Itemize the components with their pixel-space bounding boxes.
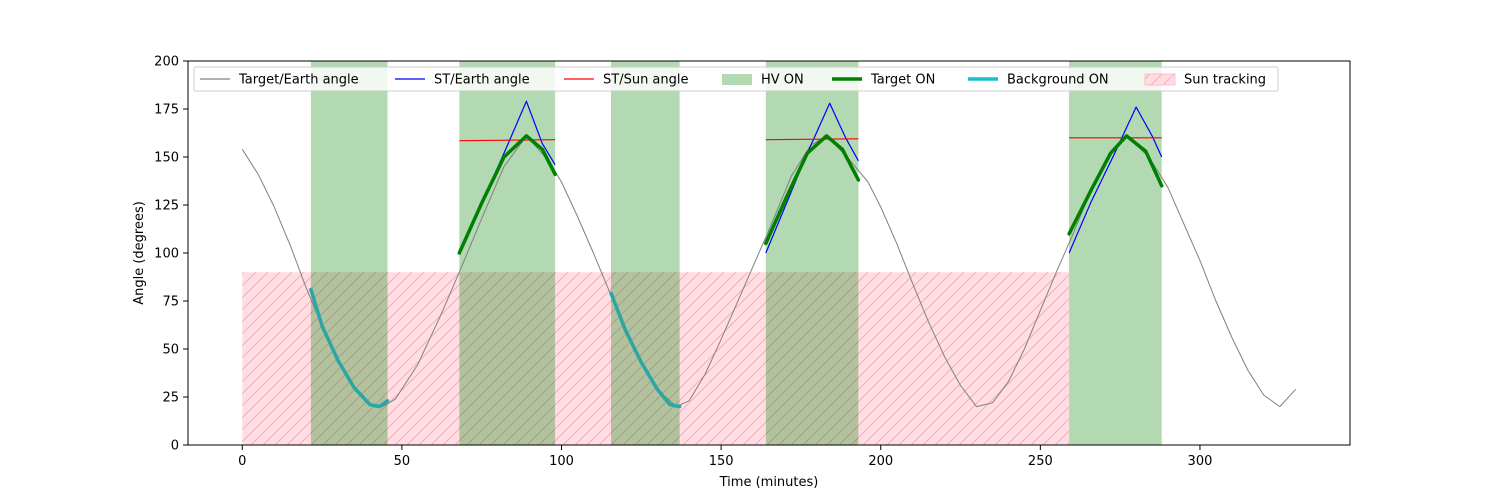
hv-on-band [765, 61, 859, 445]
y-tick-label: 50 [162, 343, 179, 358]
sun-tracking-region [242, 272, 1070, 445]
legend-label: HV ON [761, 73, 804, 88]
target-on-line [1067, 134, 1164, 236]
x-tick-label: 200 [868, 454, 893, 469]
y-tick-label: 125 [154, 199, 179, 214]
y-tick-label: 100 [154, 247, 179, 262]
legend-label: ST/Earth angle [434, 73, 530, 88]
y-tick-label: 25 [162, 391, 179, 406]
target-on-line [764, 134, 861, 246]
x-tick-label: 250 [1028, 454, 1053, 469]
plot-area [241, 61, 1297, 445]
y-tick-label: 150 [154, 151, 179, 166]
legend-swatch [1144, 73, 1176, 86]
axes: 0 50 100 150 200 250 300 0 25 50 75 100 125 150 175 200 [154, 55, 1212, 470]
legend-label: ST/Sun angle [603, 73, 689, 88]
x-tick-label: 100 [549, 454, 574, 469]
hv-on-band [459, 61, 556, 445]
legend-label: Target ON [870, 73, 935, 88]
x-tick-label: 0 [238, 454, 246, 469]
target-on-line [457, 134, 557, 255]
y-tick-label: 175 [154, 103, 179, 118]
hv-on-band [610, 61, 680, 445]
background-on-line [609, 291, 682, 409]
background-on-line [309, 287, 390, 409]
st-earth-line [765, 102, 859, 254]
y-axis-label: Angle (degrees) [132, 201, 147, 305]
legend: Target/Earth angle ST/Earth angle ST/Sun a… [193, 66, 1279, 92]
x-tick-label: 50 [394, 454, 411, 469]
x-tick-label: 300 [1188, 454, 1213, 469]
y-tick-label: 0 [171, 439, 179, 454]
y-tick-label: 200 [154, 55, 179, 70]
legend-label: Target/Earth angle [238, 73, 359, 88]
legend-label: Sun tracking [1184, 73, 1266, 88]
st-sun-line [459, 139, 556, 142]
hv-on-band [310, 61, 388, 445]
st-sun-line [765, 138, 859, 141]
y-tick-label: 75 [162, 295, 179, 310]
x-axis-label: Time (minutes) [719, 475, 819, 490]
st-earth-line [1068, 106, 1163, 254]
legend-swatch [722, 74, 752, 85]
hv-on-band [1069, 61, 1162, 445]
legend-label: Background ON [1007, 73, 1109, 88]
x-tick-label: 150 [709, 454, 734, 469]
